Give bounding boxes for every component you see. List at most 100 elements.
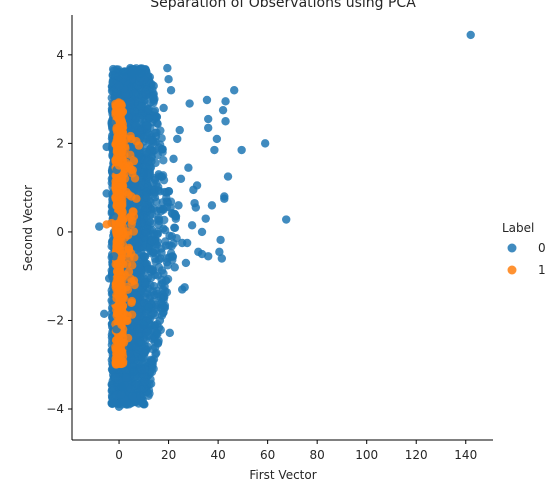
series-0-point: [163, 63, 172, 73]
series-0-point: [159, 103, 168, 113]
series-0-point: [154, 170, 163, 179]
series-0-point: [176, 174, 186, 184]
series-0-point: [147, 320, 156, 330]
series-0-point: [237, 145, 246, 155]
series-0-point: [114, 402, 124, 411]
series-0-point: [117, 382, 126, 392]
series-0-cloud-point: [145, 294, 154, 303]
series-0-point: [165, 328, 175, 338]
y-tick-label: 0: [56, 225, 64, 239]
series-0-cloud-point: [169, 239, 178, 248]
series-0-point: [174, 201, 183, 210]
series-0-cloud-point: [111, 373, 120, 382]
series-0-cloud-point: [141, 89, 151, 99]
series-1-cloud-point: [117, 181, 126, 190]
series-0-point: [220, 194, 229, 203]
series-0-point: [122, 400, 131, 409]
series-1-point: [114, 227, 124, 237]
series-0-point: [221, 117, 230, 126]
series-0-point: [169, 154, 178, 164]
series-1-cloud-point: [127, 310, 137, 319]
series-0-cloud-point: [167, 232, 177, 241]
series-0-cloud-point: [142, 328, 151, 337]
series-0-cloud-point: [141, 147, 151, 157]
series-1-point: [114, 267, 124, 276]
series-1-point: [112, 123, 121, 133]
x-tick-label: 60: [260, 448, 275, 462]
series-1-cloud-point: [123, 285, 133, 294]
series-0-point: [164, 74, 173, 84]
series-1-point: [127, 298, 136, 307]
series-0-point: [207, 201, 217, 210]
series-1-point: [129, 212, 139, 221]
series-1-point: [117, 347, 126, 356]
series-1-point: [114, 134, 124, 144]
series-0-point: [215, 247, 224, 257]
series-0-cloud-point: [147, 367, 157, 377]
y-tick-label: 2: [56, 136, 64, 150]
series-0-point: [160, 187, 170, 197]
series-1-point: [119, 170, 129, 179]
series-0-cloud-point: [154, 255, 164, 265]
series-0-point: [102, 142, 111, 152]
series-0-cloud-point: [154, 336, 163, 345]
series-0-cloud-point: [147, 236, 156, 246]
series-0-cloud-point: [147, 265, 157, 274]
series-1-point: [114, 201, 124, 210]
series-0-point: [109, 212, 119, 221]
series-0-cloud-point: [151, 128, 160, 137]
series-0-cloud-point: [131, 120, 140, 130]
series-0-point: [161, 276, 171, 285]
series-0-cloud-point: [133, 237, 143, 247]
x-tick-label: 140: [454, 448, 477, 462]
series-0-cloud-point: [166, 203, 175, 212]
series-1-point: [112, 294, 121, 303]
x-tick-label: 40: [210, 448, 225, 462]
series-0-point: [109, 252, 119, 261]
series-0-cloud-point: [159, 156, 168, 165]
series-0-cloud-point: [152, 286, 161, 296]
series-1-point: [129, 156, 139, 166]
x-axis-ticks: 0 20 40 60 80 100 120 140: [115, 440, 477, 462]
series-0-point: [202, 95, 212, 105]
series-1-cloud-point: [127, 220, 136, 229]
series-1-point: [119, 338, 129, 347]
series-0-point: [173, 134, 182, 144]
legend-label-0: 0: [538, 241, 546, 255]
series-1-cloud-point: [128, 261, 137, 270]
series-0-cloud-point: [140, 352, 149, 362]
series-0-cloud-point: [159, 205, 168, 215]
series-0-point: [178, 238, 187, 248]
series-0-cloud-point: [136, 178, 146, 188]
series-0-point: [137, 69, 146, 78]
series-0-points: [95, 30, 475, 411]
series-0-point: [185, 99, 194, 108]
series-0-point: [260, 139, 270, 148]
series-0-point: [102, 189, 111, 198]
series-1-points: [102, 99, 144, 367]
series-0-point: [204, 123, 213, 133]
series-0-point: [181, 258, 191, 268]
series-0-cloud-point: [143, 105, 153, 115]
series-1-point: [112, 358, 121, 367]
series-1-point: [134, 141, 144, 150]
series-0-cloud-point: [162, 258, 172, 267]
series-0-point: [223, 172, 233, 181]
series-1-point: [129, 276, 139, 285]
series-1-point: [117, 148, 126, 157]
series-0-point: [155, 316, 165, 325]
series-1-point: [114, 108, 124, 117]
x-tick-label: 80: [310, 448, 325, 462]
series-1-point: [114, 161, 124, 170]
legend-title: Label: [502, 221, 534, 235]
series-0-point: [95, 222, 104, 231]
series-0-cloud-point: [137, 102, 146, 111]
series-0-cloud-point: [121, 366, 131, 375]
series-0-point: [216, 235, 225, 245]
series-0-point: [134, 338, 144, 347]
legend: Label 0 1: [502, 221, 546, 277]
series-1-point: [122, 187, 131, 197]
series-0-point: [217, 254, 227, 263]
series-0-cloud-point: [146, 379, 156, 389]
series-0-cloud-point: [108, 384, 117, 394]
